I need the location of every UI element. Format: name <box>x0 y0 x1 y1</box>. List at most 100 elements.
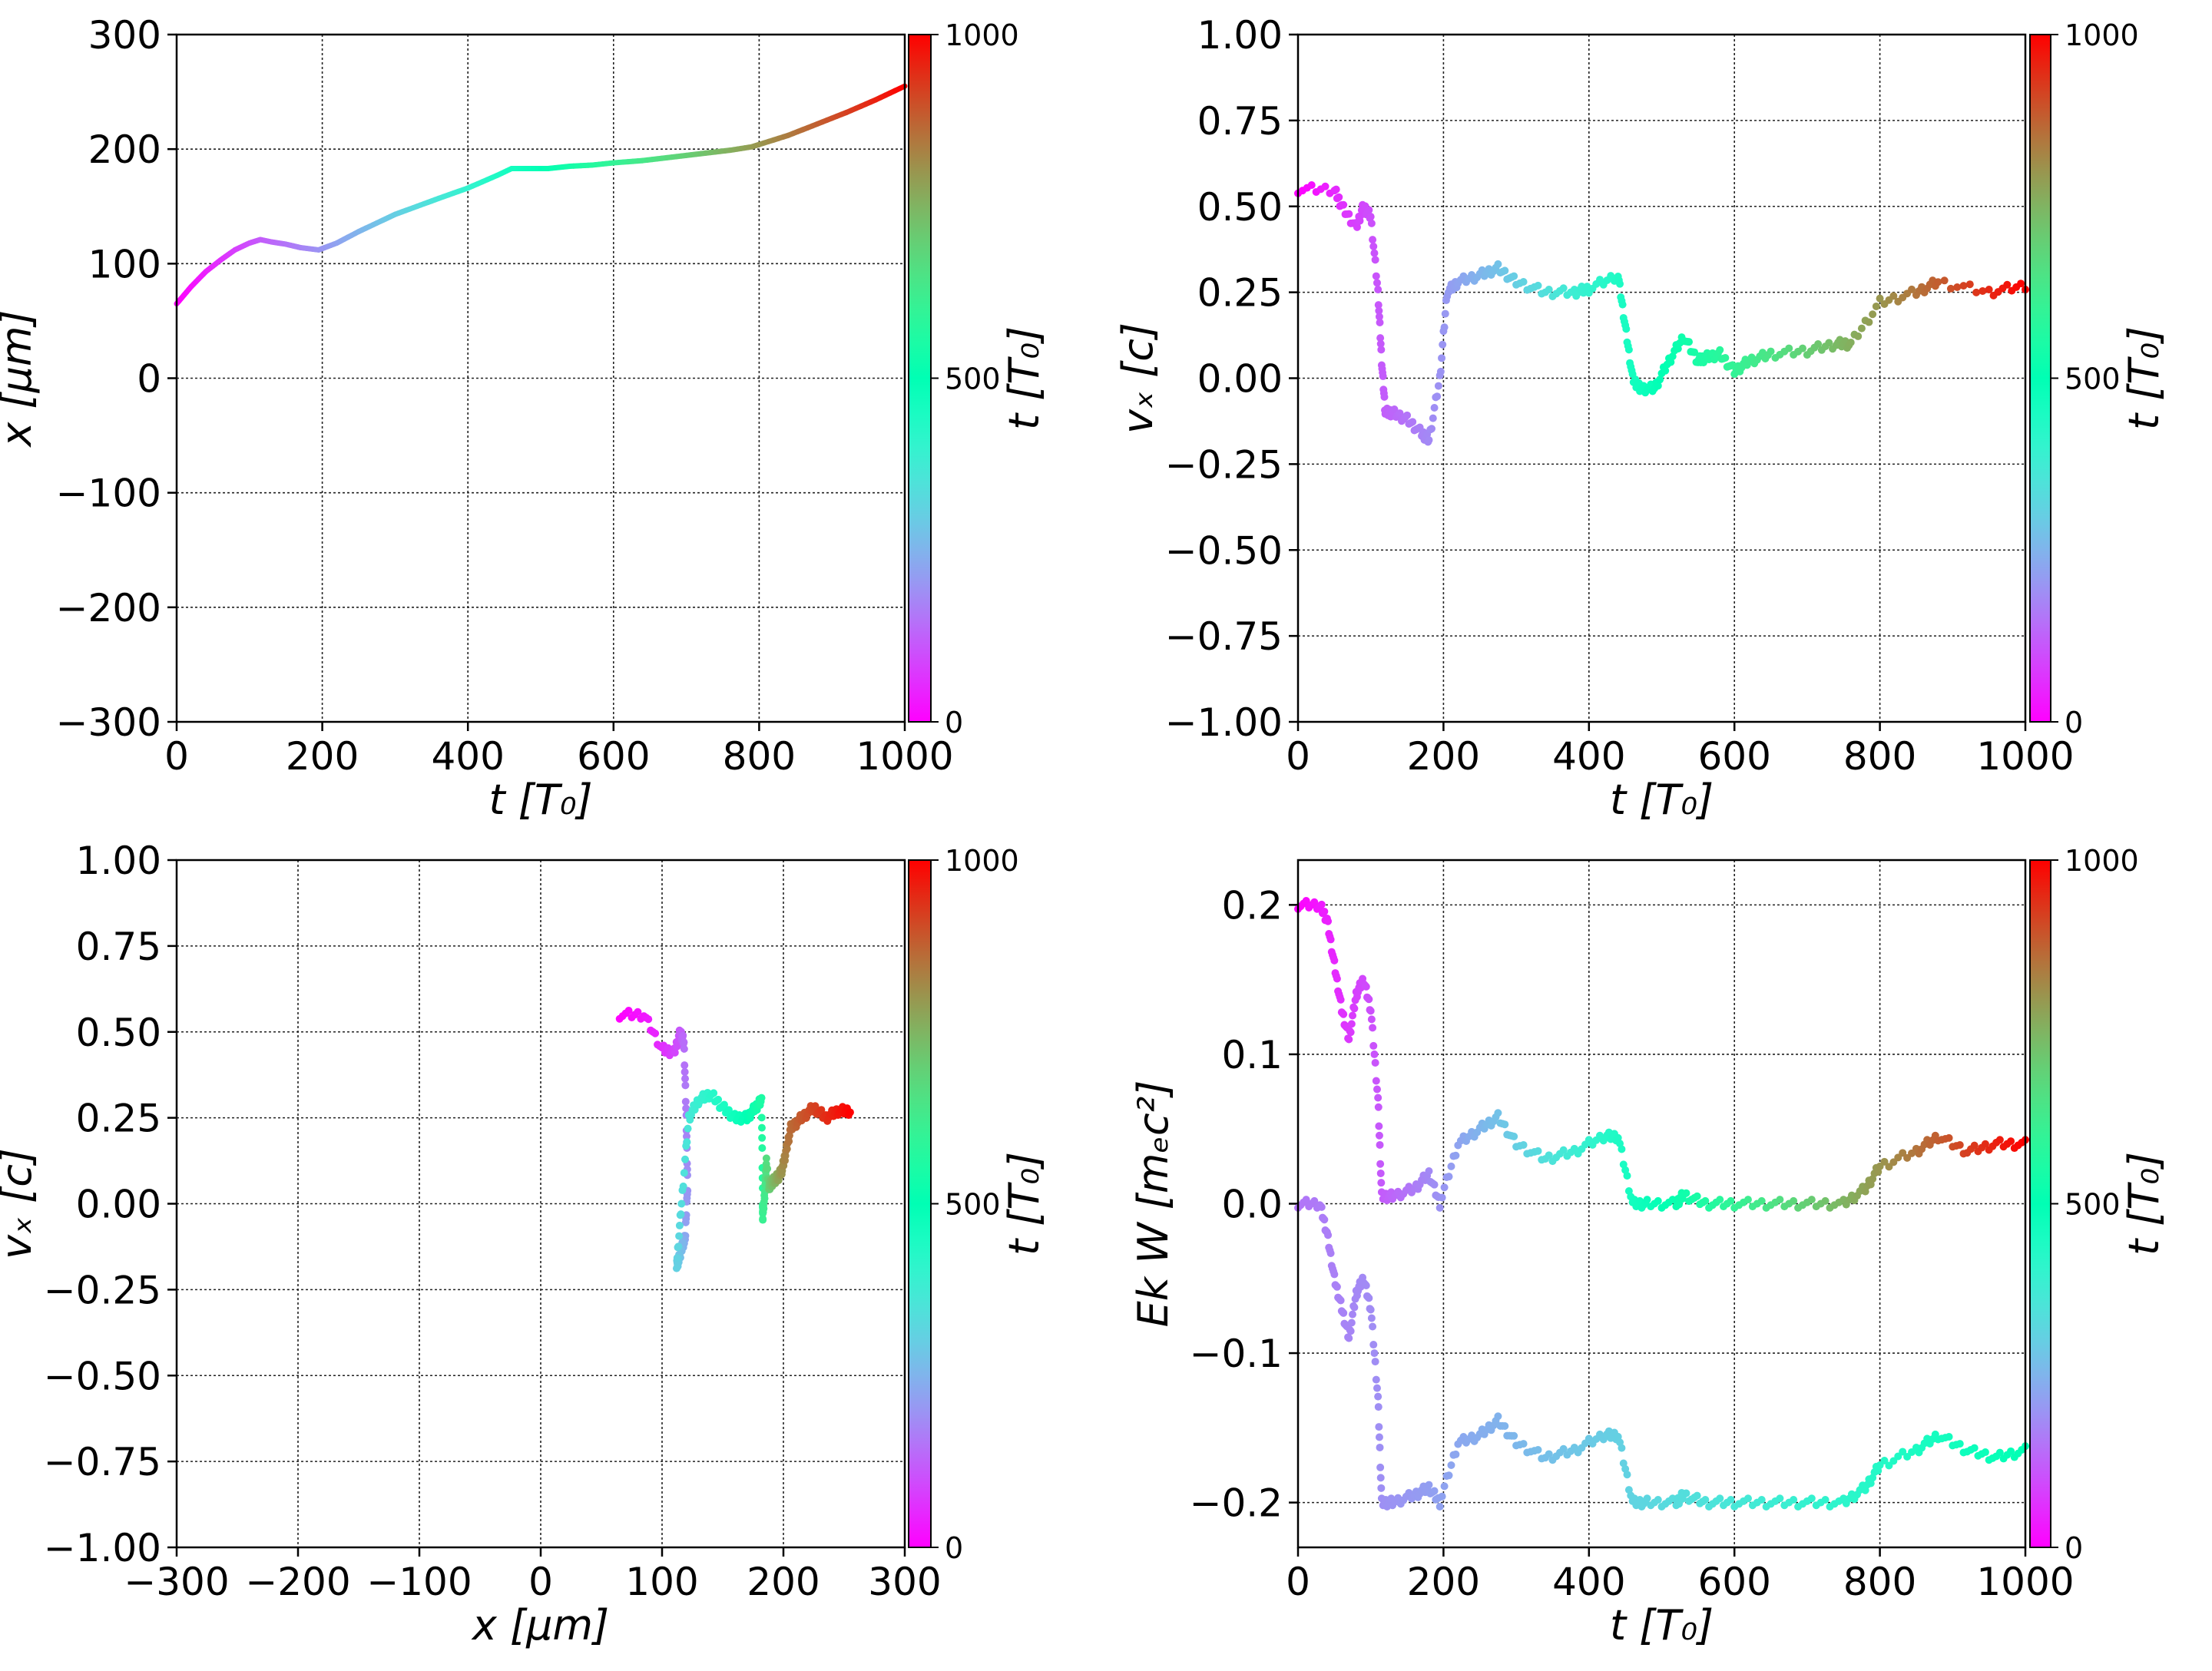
data-point <box>624 1007 633 1015</box>
data-point <box>1369 1024 1377 1032</box>
colorbar-tick-label: 500 <box>945 362 1001 396</box>
data-point <box>1880 1157 1889 1166</box>
data-point <box>684 1124 692 1133</box>
data-point <box>1727 1496 1735 1504</box>
data-point <box>1970 1444 1979 1452</box>
data-point <box>1821 1196 1830 1205</box>
data-point <box>785 1131 793 1140</box>
data-point <box>2007 1447 2015 1455</box>
data-point <box>1643 1494 1651 1503</box>
data-point <box>1510 1132 1518 1140</box>
y-tick-label: 1.00 <box>1197 13 1283 58</box>
colorbar-tick-label: 500 <box>945 1188 1001 1222</box>
data-point <box>1330 956 1339 965</box>
data-point <box>758 1144 767 1153</box>
data-point <box>1362 1282 1370 1290</box>
data-point <box>1501 1421 1509 1430</box>
data-point <box>1869 310 1877 319</box>
plot-frame <box>175 859 906 1549</box>
data-point <box>1371 256 1379 264</box>
y-tick-label: 300 <box>88 13 161 58</box>
data-point <box>1846 338 1855 346</box>
y-tick-label: −0.25 <box>1165 442 1283 487</box>
data-point <box>1438 1193 1446 1202</box>
y-tick-label: −0.2 <box>1190 1481 1283 1526</box>
data-point <box>759 1215 767 1223</box>
y-tick-label: 200 <box>88 127 161 172</box>
data-point <box>681 1081 690 1090</box>
data-point <box>1721 353 1730 362</box>
plot-frame <box>175 33 906 723</box>
y-tick-label: −0.50 <box>44 1354 161 1398</box>
data-point <box>1545 286 1553 294</box>
data-point <box>1425 1167 1433 1176</box>
data-point <box>1346 1327 1355 1335</box>
colorbar <box>2029 34 2051 723</box>
data-point <box>1494 1109 1502 1117</box>
data-point <box>1371 1358 1379 1366</box>
data-point <box>1349 1310 1357 1319</box>
data-point <box>1377 1484 1386 1492</box>
x-tick-label: 600 <box>577 734 650 779</box>
colorbar <box>2029 859 2051 1548</box>
data-point <box>1374 1103 1382 1111</box>
data-point <box>1390 405 1399 413</box>
data-point <box>1534 1147 1542 1155</box>
data-point <box>1425 436 1433 445</box>
data-point <box>1326 935 1335 944</box>
data-point <box>1438 1492 1446 1501</box>
data-point <box>1693 1192 1701 1200</box>
data-point <box>1965 280 1974 289</box>
colorbar-tick-label: 1000 <box>945 844 1019 878</box>
data-point <box>1302 896 1310 905</box>
x-tick-label: 400 <box>1552 1560 1625 1604</box>
data-point <box>2003 280 2012 289</box>
data-point <box>677 1210 685 1219</box>
data-point <box>1701 1196 1710 1205</box>
data-point <box>811 1102 820 1110</box>
data-point <box>680 1038 688 1047</box>
data-point <box>680 1061 689 1070</box>
data-point <box>679 1031 687 1040</box>
y-tick-label: 0 <box>137 357 161 402</box>
data-point <box>1375 306 1383 315</box>
data-point <box>1970 1141 1979 1150</box>
data-point <box>1376 1169 1385 1177</box>
data-point <box>1317 900 1326 908</box>
data-point <box>1336 1296 1345 1305</box>
data-point <box>1618 1145 1626 1153</box>
data-point <box>757 1123 766 1132</box>
chart-panel-tl: 0 200 400 600 800 1000 −300 −200 −100 0 100 200 300 t… <box>0 13 1048 824</box>
data-point <box>1945 1433 1953 1441</box>
data-point <box>1545 1450 1553 1458</box>
data-point <box>1946 284 1955 293</box>
data-point <box>683 1138 691 1147</box>
x-tick-label: 800 <box>1843 734 1916 779</box>
data-point <box>1373 1085 1381 1094</box>
data-point <box>846 1108 854 1117</box>
y-tick-label: 100 <box>88 242 161 286</box>
data-point <box>1959 282 1968 290</box>
data-point <box>2017 280 2025 288</box>
y-tick-label: 0.75 <box>1197 99 1283 144</box>
data-point <box>1366 1007 1375 1015</box>
data-point <box>1865 318 1873 326</box>
data-point <box>1339 1309 1348 1317</box>
data-point <box>1317 1203 1326 1211</box>
data-point <box>1430 403 1439 412</box>
data-point <box>1367 219 1376 227</box>
data-point <box>710 1089 718 1097</box>
colorbar-tick-label: 0 <box>2065 706 2083 740</box>
data-point <box>1447 1461 1455 1469</box>
data-point <box>1365 1294 1373 1302</box>
y-tick-label: 0.00 <box>1197 357 1283 402</box>
data-point <box>1559 284 1568 293</box>
data-point <box>1440 323 1449 332</box>
plot-frame <box>1296 33 2027 723</box>
data-point <box>1376 1474 1385 1482</box>
y-tick-label: 0.2 <box>1221 883 1283 928</box>
data-point <box>1345 1035 1353 1044</box>
colorbar-tick-label: 0 <box>945 1531 963 1565</box>
data-point <box>651 1029 660 1037</box>
data-point <box>1433 392 1442 401</box>
